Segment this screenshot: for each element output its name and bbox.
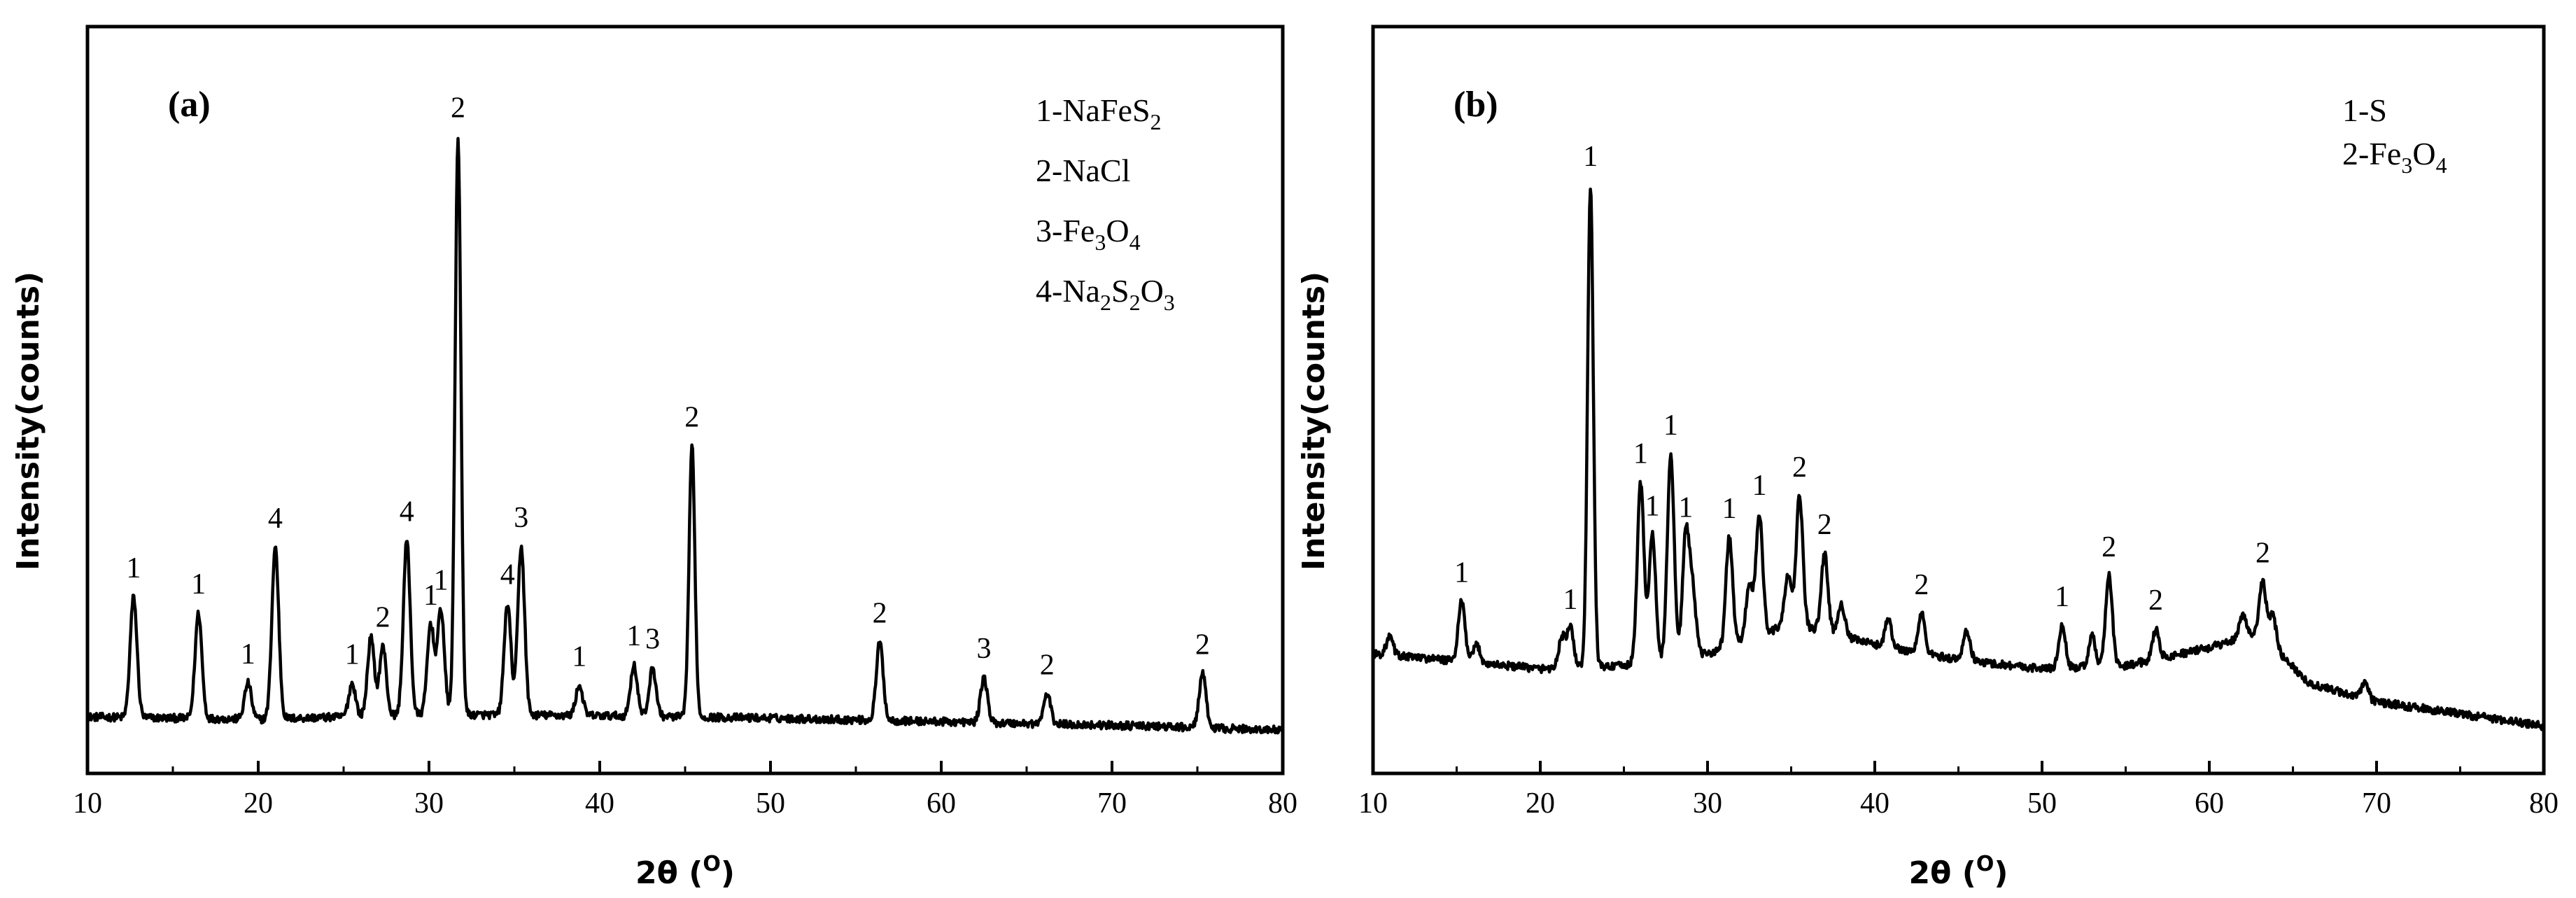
chart-panel-a: 10 20 30 40 50 60 70 80 2θ (O) Intensity(counts) (… bbox=[10, 24, 1297, 891]
peak-label: 1 bbox=[1678, 491, 1693, 524]
peak-label: 1 bbox=[1752, 470, 1767, 502]
peak-label: 2 bbox=[2255, 537, 2270, 569]
peak-label: 2 bbox=[2102, 531, 2116, 563]
plot-frame bbox=[85, 24, 1285, 776]
peak-label: 1 bbox=[572, 640, 586, 673]
peak-label: 1 bbox=[434, 564, 449, 596]
y-axis-label: Intensity(counts) bbox=[10, 272, 46, 570]
peak-label: 2 bbox=[1040, 649, 1055, 681]
peak-label: 2 bbox=[1817, 509, 1832, 541]
peak-label: 1 bbox=[1563, 584, 1578, 616]
x-axis-label: 2θ (O) bbox=[635, 852, 735, 891]
peak-label: 4 bbox=[268, 503, 283, 535]
panel-label: (b) bbox=[1454, 85, 1498, 125]
peak-label: 2 bbox=[1914, 569, 1929, 601]
peak-label: 1 bbox=[191, 568, 206, 601]
x-tick-label: 80 bbox=[2529, 787, 2559, 820]
peak-label: 1 bbox=[1583, 141, 1598, 173]
peak-label: 2 bbox=[873, 597, 887, 629]
peak-label: 1 bbox=[1645, 491, 1660, 523]
peak-label: 1 bbox=[626, 620, 641, 652]
peak-label: 2 bbox=[1792, 451, 1807, 484]
peak-label: 1 bbox=[1722, 493, 1737, 525]
y-axis-label: Intensity(counts) bbox=[1296, 272, 1332, 570]
peak-label: 1 bbox=[2055, 581, 2069, 613]
peak-label: 2 bbox=[684, 401, 699, 433]
x-tick-label: 20 bbox=[244, 787, 273, 820]
x-tick-label: 20 bbox=[1526, 787, 1555, 820]
legend-item: 4-Na2S2O3 bbox=[1036, 273, 1175, 315]
peak-label: 1 bbox=[1454, 556, 1469, 589]
legend-item: 2-NaCl bbox=[1036, 153, 1130, 188]
panel-label: (a) bbox=[168, 85, 211, 125]
x-tick-label: 70 bbox=[1097, 787, 1127, 820]
x-tick-label: 50 bbox=[756, 787, 785, 820]
xrd-pattern-line bbox=[1372, 188, 2545, 731]
peak-label: 1 bbox=[241, 638, 255, 671]
peak-label: 1 bbox=[1633, 438, 1648, 470]
legend-item: 1-S bbox=[2342, 92, 2387, 128]
peak-label: 3 bbox=[514, 502, 528, 534]
peak-label: 2 bbox=[451, 92, 465, 124]
peak-label: 3 bbox=[977, 633, 992, 665]
peak-label: 1 bbox=[1663, 409, 1678, 442]
peak-label: 1 bbox=[126, 552, 141, 584]
x-tick-label: 40 bbox=[1860, 787, 1889, 820]
peak-label: 1 bbox=[423, 580, 438, 612]
x-tick-label: 10 bbox=[73, 787, 102, 820]
peak-label: 2 bbox=[376, 602, 390, 634]
peak-label: 4 bbox=[400, 496, 414, 528]
legend-item: 1-NaFeS2 bbox=[1036, 92, 1162, 134]
x-tick-label: 70 bbox=[2362, 787, 2391, 820]
peak-label: 2 bbox=[2148, 584, 2163, 617]
x-tick-label: 80 bbox=[1268, 787, 1297, 820]
x-tick-label: 60 bbox=[2195, 787, 2224, 820]
xrd-pattern-line bbox=[86, 136, 1285, 735]
x-tick-label: 10 bbox=[1358, 787, 1388, 820]
x-axis-label: 2θ (O) bbox=[1909, 852, 2008, 891]
x-tick-label: 40 bbox=[585, 787, 614, 820]
x-tick-label: 60 bbox=[927, 787, 956, 820]
x-tick-label: 30 bbox=[414, 787, 444, 820]
peak-label: 1 bbox=[345, 639, 360, 671]
x-tick-label: 30 bbox=[1693, 787, 1722, 820]
peak-label: 3 bbox=[645, 624, 660, 656]
chart-panel-b: 10 20 30 40 50 60 70 80 2θ (O) Intensity(counts) (… bbox=[1296, 24, 2559, 891]
peak-label: 4 bbox=[500, 559, 515, 591]
x-tick-label: 50 bbox=[2027, 787, 2057, 820]
legend-item: 3-Fe3O4 bbox=[1036, 213, 1141, 255]
legend-item: 2-Fe3O4 bbox=[2342, 136, 2447, 178]
peak-label: 2 bbox=[1195, 629, 1210, 661]
